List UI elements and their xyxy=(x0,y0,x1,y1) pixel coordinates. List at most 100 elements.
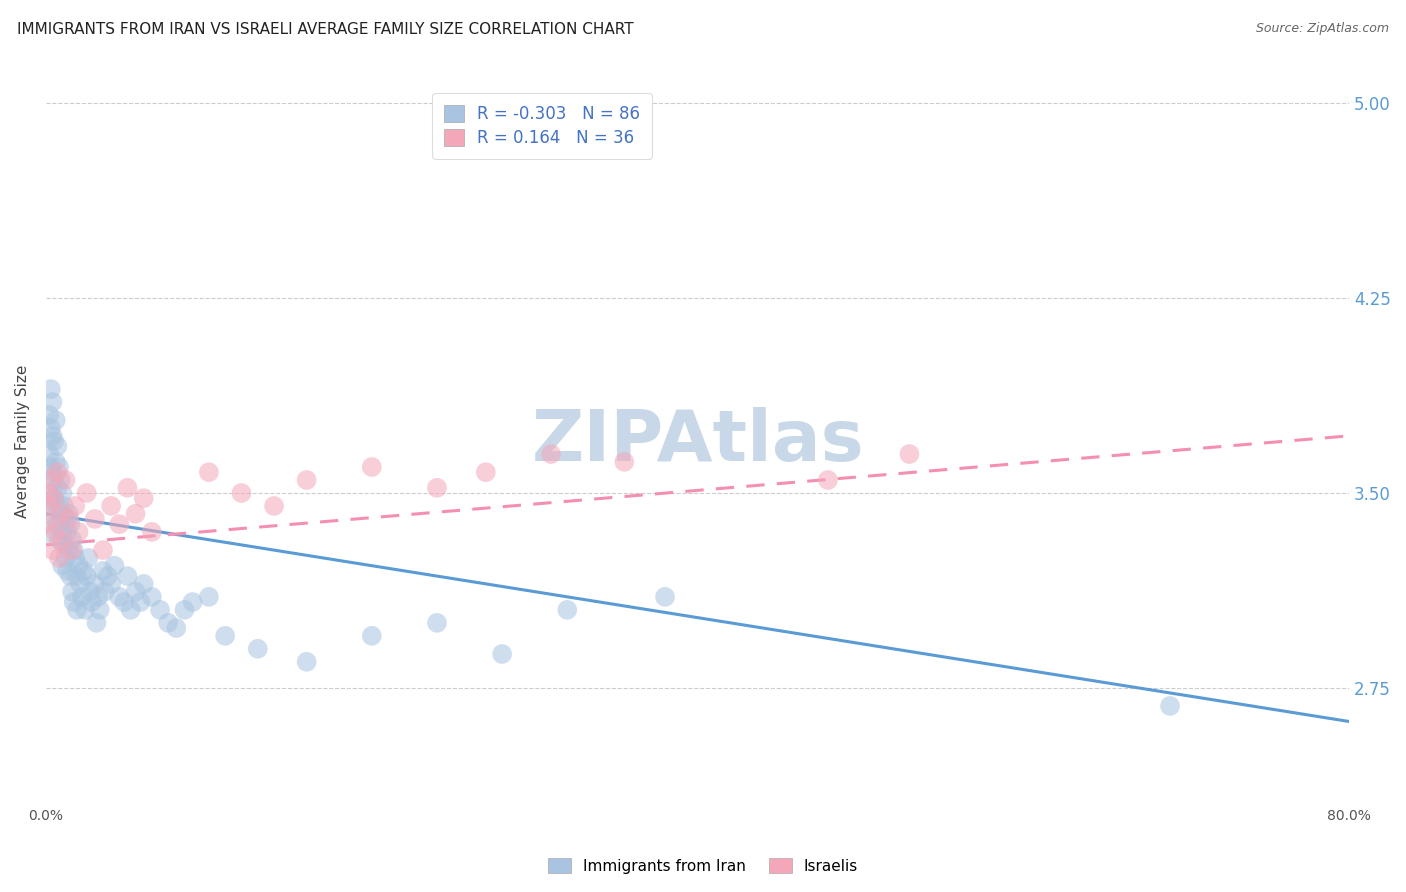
Point xyxy=(491,647,513,661)
Point xyxy=(129,595,152,609)
Point xyxy=(42,491,65,505)
Point xyxy=(426,615,449,630)
Point xyxy=(132,577,155,591)
Point xyxy=(51,558,73,573)
Point xyxy=(295,655,318,669)
Point xyxy=(45,455,67,469)
Point xyxy=(49,473,72,487)
Point xyxy=(37,517,59,532)
Point xyxy=(55,512,77,526)
Point xyxy=(48,460,70,475)
Point xyxy=(426,481,449,495)
Point xyxy=(83,577,105,591)
Point xyxy=(77,550,100,565)
Point xyxy=(48,533,70,547)
Point xyxy=(39,460,62,475)
Point xyxy=(360,460,382,475)
Point xyxy=(37,507,59,521)
Point xyxy=(817,473,839,487)
Point xyxy=(198,465,221,479)
Point xyxy=(295,473,318,487)
Point xyxy=(58,512,80,526)
Text: Source: ZipAtlas.com: Source: ZipAtlas.com xyxy=(1256,22,1389,36)
Legend: Immigrants from Iran, Israelis: Immigrants from Iran, Israelis xyxy=(541,852,865,880)
Point xyxy=(83,512,105,526)
Point xyxy=(157,615,180,630)
Point xyxy=(72,564,94,578)
Point xyxy=(87,590,110,604)
Point xyxy=(58,543,80,558)
Point xyxy=(41,395,63,409)
Point xyxy=(46,517,69,532)
Point xyxy=(555,603,578,617)
Point xyxy=(59,517,82,532)
Point xyxy=(51,533,73,547)
Point xyxy=(69,577,91,591)
Point xyxy=(360,629,382,643)
Point xyxy=(141,524,163,539)
Point xyxy=(56,524,79,539)
Point xyxy=(89,603,111,617)
Point xyxy=(51,486,73,500)
Point xyxy=(66,569,89,583)
Point xyxy=(38,499,60,513)
Point xyxy=(37,486,59,500)
Point xyxy=(97,569,120,583)
Point xyxy=(173,603,195,617)
Point xyxy=(181,595,204,609)
Point xyxy=(56,564,79,578)
Point xyxy=(103,558,125,573)
Point xyxy=(39,382,62,396)
Point xyxy=(198,590,221,604)
Point xyxy=(132,491,155,505)
Point xyxy=(55,550,77,565)
Point xyxy=(58,507,80,521)
Point xyxy=(67,558,90,573)
Point xyxy=(124,584,146,599)
Point xyxy=(42,491,65,505)
Point xyxy=(49,507,72,521)
Y-axis label: Average Family Size: Average Family Size xyxy=(15,364,30,517)
Point xyxy=(59,569,82,583)
Point xyxy=(80,595,103,609)
Point xyxy=(214,629,236,643)
Point xyxy=(117,569,139,583)
Point xyxy=(60,543,83,558)
Point xyxy=(48,550,70,565)
Point xyxy=(45,413,67,427)
Point xyxy=(62,595,84,609)
Point xyxy=(108,590,131,604)
Point xyxy=(79,584,101,599)
Point xyxy=(38,486,60,500)
Point xyxy=(540,447,562,461)
Point xyxy=(41,429,63,443)
Point xyxy=(42,434,65,448)
Point xyxy=(100,577,122,591)
Point xyxy=(613,455,636,469)
Point xyxy=(66,603,89,617)
Point xyxy=(654,590,676,604)
Point xyxy=(65,499,87,513)
Point xyxy=(60,584,83,599)
Point xyxy=(65,550,87,565)
Legend: R = -0.303   N = 86, R = 0.164   N = 36: R = -0.303 N = 86, R = 0.164 N = 36 xyxy=(432,93,652,159)
Point xyxy=(51,524,73,539)
Point xyxy=(112,595,135,609)
Point xyxy=(70,590,93,604)
Point xyxy=(39,473,62,487)
Point xyxy=(231,486,253,500)
Point xyxy=(67,524,90,539)
Point xyxy=(39,421,62,435)
Point xyxy=(52,538,75,552)
Point xyxy=(38,447,60,461)
Point xyxy=(246,641,269,656)
Point xyxy=(117,481,139,495)
Point xyxy=(475,465,498,479)
Point xyxy=(76,486,98,500)
Point xyxy=(62,543,84,558)
Point xyxy=(100,499,122,513)
Point xyxy=(41,543,63,558)
Point xyxy=(55,473,77,487)
Point xyxy=(149,603,172,617)
Point xyxy=(45,524,67,539)
